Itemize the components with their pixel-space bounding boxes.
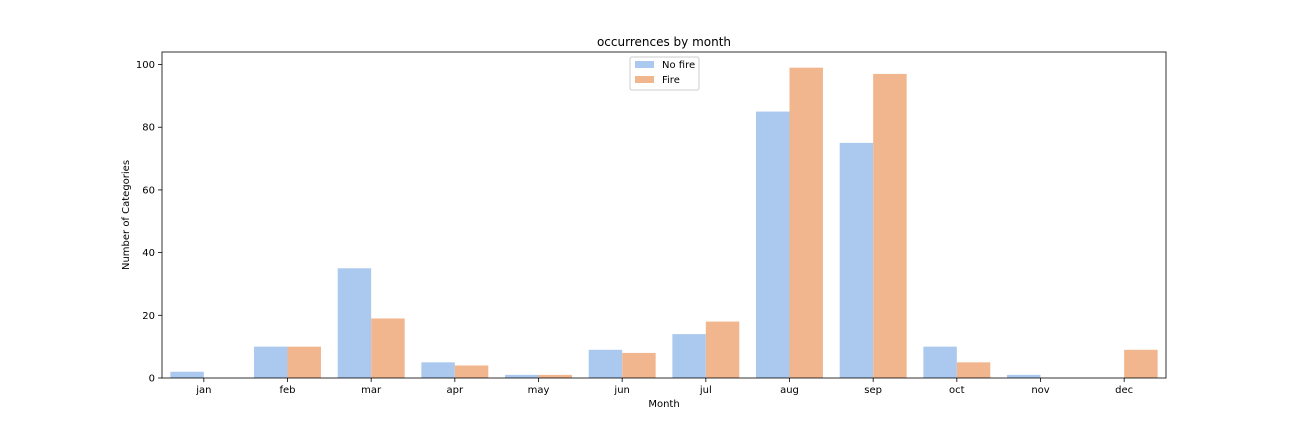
y-axis: 0 20 40 60 80 100 [136, 60, 162, 385]
legend-label: Fire [662, 75, 680, 86]
bar-fire-aug [789, 67, 823, 379]
bar-no-fire-jun [588, 349, 623, 378]
bar-no-fire-nov [1007, 374, 1041, 378]
y-tick-label: 20 [142, 311, 155, 322]
bar-no-fire-jul [672, 334, 706, 378]
bar-no-fire-apr [421, 362, 455, 378]
x-tick-label: sep [864, 385, 882, 396]
bar-no-fire-may [505, 374, 539, 378]
bar-no-fire-aug [756, 111, 790, 378]
x-tick-label: aug [780, 385, 799, 396]
x-tick-label: dec [1115, 385, 1133, 396]
x-tick-label: jun [613, 385, 629, 396]
y-tick-label: 0 [149, 374, 155, 385]
bar-no-fire-jan [170, 371, 204, 378]
bar-no-fire-mar [337, 268, 372, 378]
y-tick-label: 60 [142, 185, 155, 196]
y-tick-label: 100 [136, 60, 155, 71]
bar-fire-apr [454, 365, 489, 378]
bar-fire-dec [1124, 349, 1158, 378]
x-tick-label: may [528, 385, 550, 396]
bar-no-fire-sep [839, 142, 874, 378]
y-tick-label: 80 [142, 123, 155, 134]
bar-fire-feb [287, 346, 321, 378]
x-tick-label: oct [949, 385, 965, 396]
x-tick-label: feb [279, 385, 295, 396]
x-axis: jan feb mar apr may jun jul aug sep oct nov dec [195, 378, 1133, 396]
bar-fire-sep [873, 73, 907, 378]
bar-fire-jul [705, 321, 740, 378]
bar-no-fire-feb [254, 346, 288, 378]
x-axis-title: Month [648, 399, 679, 410]
legend: No fire Fire [629, 56, 700, 91]
plot-area [161, 51, 1167, 379]
legend-swatch [635, 76, 654, 83]
bar-fire-may [538, 374, 572, 378]
bar-fire-mar [371, 318, 405, 378]
bar-fire-jun [622, 352, 656, 378]
bar-no-fire-oct [923, 346, 957, 378]
y-tick-label: 40 [142, 248, 155, 259]
legend-label: No fire [662, 60, 695, 71]
x-tick-label: apr [447, 385, 464, 396]
x-tick-label: mar [361, 385, 382, 396]
chart-title: occurrences by month [597, 35, 731, 49]
y-axis-title: Number of Categories [121, 160, 132, 270]
legend-swatch [635, 61, 654, 68]
x-tick-label: nov [1031, 385, 1049, 396]
bar-fire-oct [956, 362, 991, 378]
x-tick-label: jul [699, 385, 712, 396]
x-tick-label: jan [195, 385, 211, 396]
plot-frame [161, 51, 1167, 379]
